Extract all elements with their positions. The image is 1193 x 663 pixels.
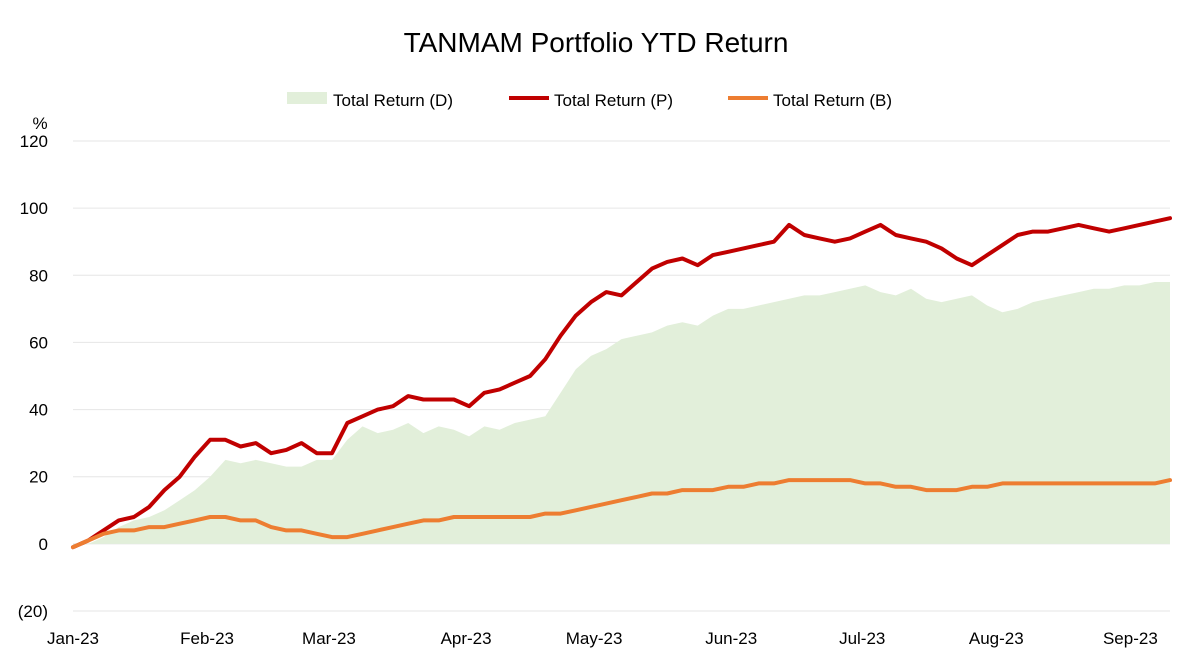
x-axis-ticks: Jan-23 Feb-23 Mar-23 Apr-23 May-23 Jun-23 Jul-… — [47, 629, 1158, 648]
x-tick-label: Sep-23 — [1103, 629, 1158, 648]
x-tick-label: Aug-23 — [969, 629, 1024, 648]
chart-title: TANMAM Portfolio YTD Return — [404, 27, 789, 58]
x-tick-label: Feb-23 — [180, 629, 234, 648]
y-tick-label: 80 — [29, 266, 48, 285]
legend-label-p: Total Return (P) — [554, 91, 673, 110]
series-line-b — [71, 478, 1172, 550]
y-tick-label: 60 — [29, 333, 48, 352]
y-tick-label: 40 — [29, 401, 48, 420]
y-tick-label: (20) — [18, 602, 48, 621]
x-tick-label: Jul-23 — [839, 629, 885, 648]
series-group — [71, 216, 1172, 550]
legend-label-b: Total Return (B) — [773, 91, 892, 110]
y-tick-label: 120 — [20, 132, 48, 151]
y-tick-label: 20 — [29, 468, 48, 487]
x-tick-label: Mar-23 — [302, 629, 356, 648]
y-tick-label: 100 — [20, 199, 48, 218]
series-line-p — [71, 216, 1172, 550]
x-tick-label: Apr-23 — [441, 629, 492, 648]
series-area-d — [73, 282, 1170, 548]
x-tick-label: May-23 — [566, 629, 623, 648]
legend-label-d: Total Return (D) — [333, 91, 453, 110]
legend-swatch-d — [287, 92, 327, 104]
y-axis-unit: % — [32, 114, 47, 133]
x-tick-label: Jun-23 — [705, 629, 757, 648]
y-axis-ticks: 120 100 80 60 40 20 0 (20) — [18, 132, 48, 621]
y-tick-label: 0 — [39, 535, 48, 554]
x-tick-label: Jan-23 — [47, 629, 99, 648]
legend: Total Return (D) Total Return (P) Total … — [287, 91, 892, 110]
